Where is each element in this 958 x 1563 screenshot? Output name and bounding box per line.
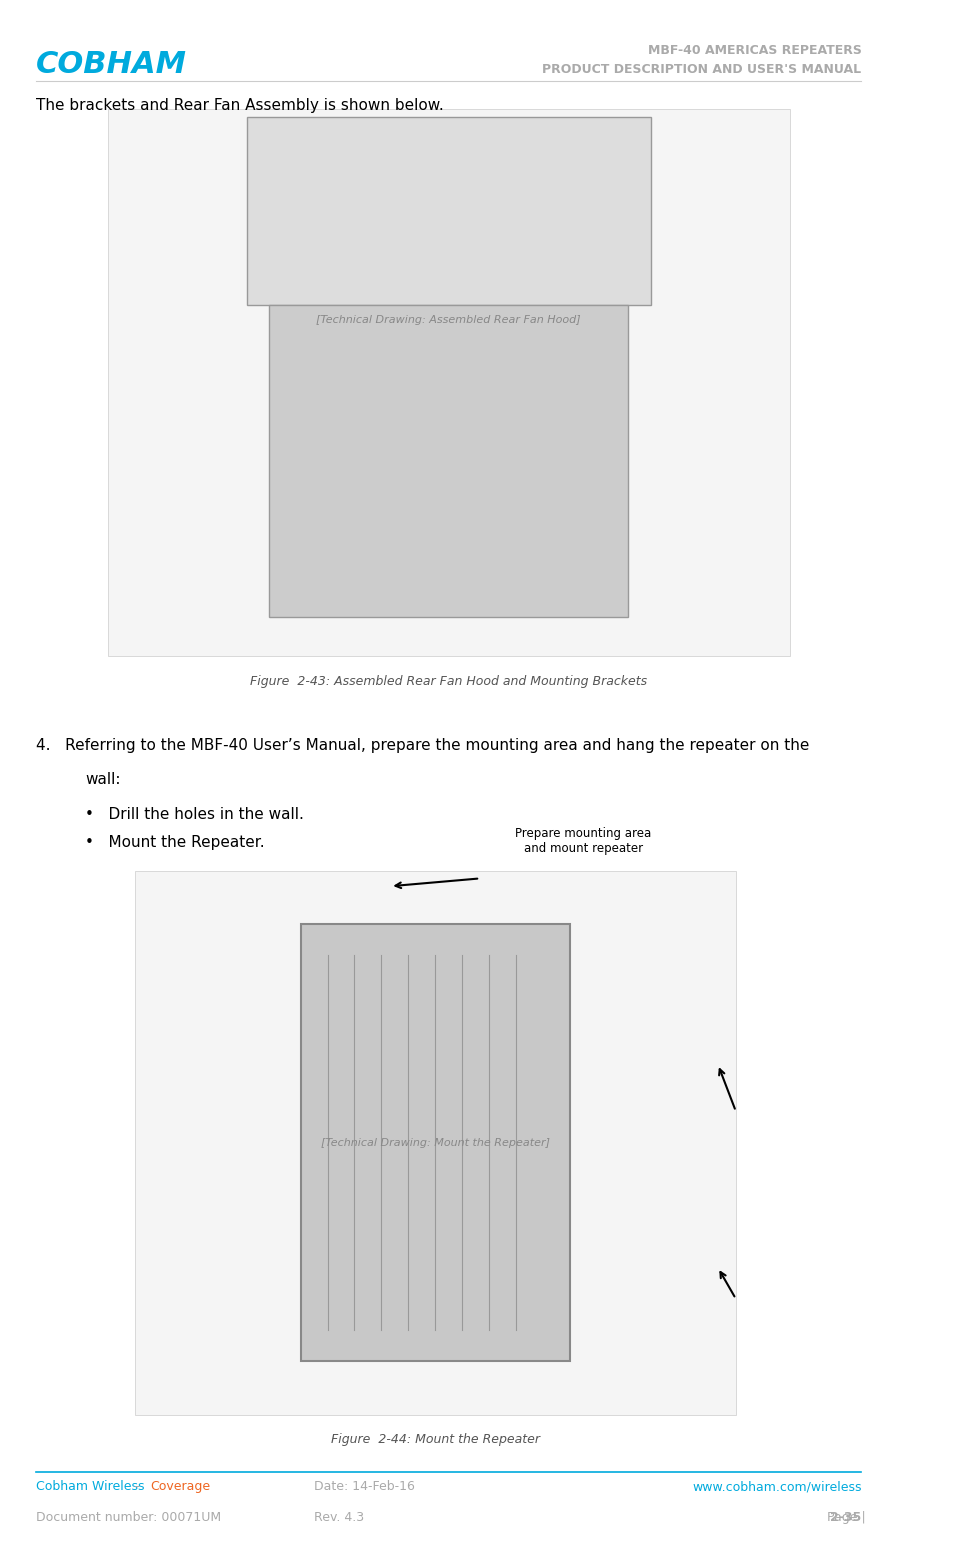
Text: 4.   Referring to the MBF-40 User’s Manual, prepare the mounting area and hang t: 4. Referring to the MBF-40 User’s Manual… xyxy=(35,738,810,753)
Text: •   Mount the Repeater.: • Mount the Repeater. xyxy=(85,835,264,850)
FancyBboxPatch shape xyxy=(107,109,789,656)
Text: Figure  2-44: Mount the Repeater: Figure 2-44: Mount the Repeater xyxy=(331,1433,539,1446)
Bar xyxy=(301,924,570,1361)
Text: •   Drill the holes in the wall.: • Drill the holes in the wall. xyxy=(85,807,304,822)
Text: wall:: wall: xyxy=(85,772,121,788)
Text: www.cobham.com/wireless: www.cobham.com/wireless xyxy=(692,1480,861,1493)
Text: Document number: 00071UM: Document number: 00071UM xyxy=(35,1511,221,1524)
Text: –: – xyxy=(130,1480,145,1493)
Text: MBF-40 AMERICAS REPEATERS: MBF-40 AMERICAS REPEATERS xyxy=(648,44,861,56)
Text: Date: 14-Feb-16: Date: 14-Feb-16 xyxy=(314,1480,415,1493)
Text: Coverage: Coverage xyxy=(149,1480,210,1493)
Text: Figure  2-43: Assembled Rear Fan Hood and Mounting Brackets: Figure 2-43: Assembled Rear Fan Hood and… xyxy=(250,675,648,688)
FancyBboxPatch shape xyxy=(135,871,736,1415)
Text: Page |: Page | xyxy=(828,1511,870,1524)
Text: PRODUCT DESCRIPTION AND USER'S MANUAL: PRODUCT DESCRIPTION AND USER'S MANUAL xyxy=(542,63,861,75)
Bar xyxy=(247,117,650,305)
Text: Cobham Wireless: Cobham Wireless xyxy=(35,1480,145,1493)
Text: [Technical Drawing: Assembled Rear Fan Hood]: [Technical Drawing: Assembled Rear Fan H… xyxy=(316,316,581,325)
Text: The brackets and Rear Fan Assembly is shown below.: The brackets and Rear Fan Assembly is sh… xyxy=(35,98,444,114)
Text: COBHAM: COBHAM xyxy=(35,50,187,80)
Text: Prepare mounting area
and mount repeater: Prepare mounting area and mount repeater xyxy=(515,827,651,855)
Bar xyxy=(269,305,628,617)
Text: Rev. 4.3: Rev. 4.3 xyxy=(314,1511,364,1524)
Text: [Technical Drawing: Mount the Repeater]: [Technical Drawing: Mount the Repeater] xyxy=(321,1138,550,1147)
Text: 2-35: 2-35 xyxy=(831,1511,861,1524)
